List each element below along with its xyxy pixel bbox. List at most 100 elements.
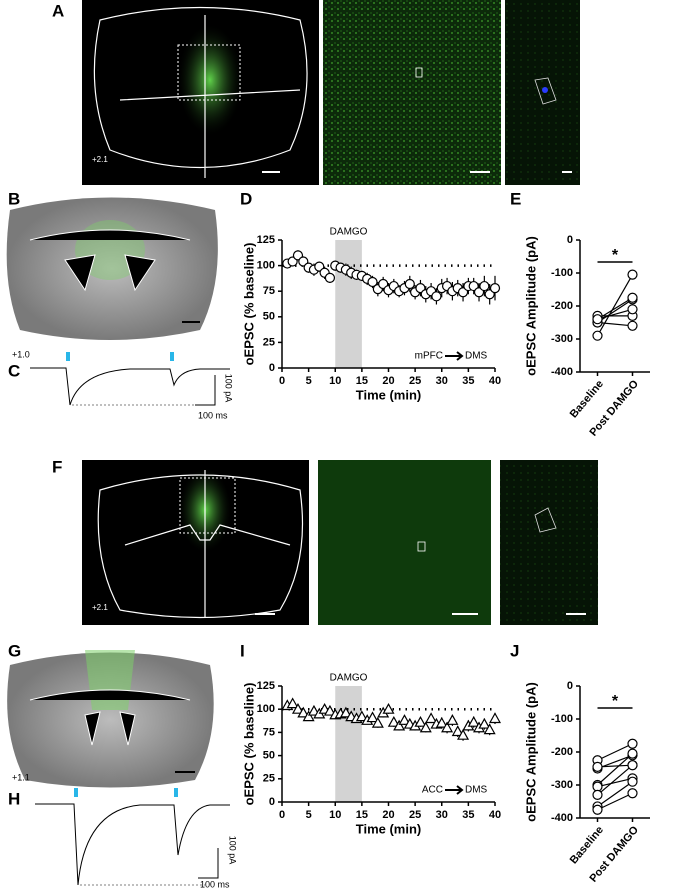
y-tick-label: 100 — [257, 703, 275, 715]
x-tick-label: 5 — [306, 809, 312, 821]
pair-line — [597, 308, 633, 320]
panel-label: B — [8, 189, 20, 208]
pair-line — [597, 764, 633, 796]
marker — [592, 789, 603, 801]
marker — [435, 716, 448, 728]
pathway-arrow — [445, 351, 464, 361]
light-pulse — [66, 352, 70, 361]
image-a3 — [505, 0, 580, 185]
x-tick-label: 15 — [356, 809, 368, 821]
x-axis-label: Time (min) — [356, 821, 422, 836]
marker — [387, 715, 400, 727]
x-tick-label: 35 — [462, 375, 474, 387]
atlas-outline — [93, 6, 308, 178]
marker — [592, 804, 603, 815]
marker — [367, 276, 378, 288]
x-tick-label: 25 — [409, 809, 421, 821]
atlas-outline — [29, 229, 191, 292]
x-tick-label: 35 — [462, 809, 474, 821]
y-tick-label: 0 — [567, 234, 573, 246]
marker — [339, 706, 352, 718]
y-tick-label: 0 — [269, 796, 275, 808]
atlas-outline — [97, 470, 304, 619]
pair-line — [597, 753, 633, 786]
x-tick-label: 30 — [436, 809, 448, 821]
y-tick-label: 100 — [257, 260, 275, 272]
atlas-outline — [29, 689, 191, 746]
x-tick-label: 10 — [329, 375, 341, 387]
pair-line — [597, 792, 633, 811]
y-tick-label: 25 — [263, 773, 275, 785]
pair-line — [597, 777, 633, 788]
marker — [478, 717, 491, 729]
marker — [419, 721, 432, 733]
marker — [371, 716, 384, 728]
scale-label: 100 ms — [198, 410, 228, 420]
y-tick-label: -300 — [551, 333, 573, 345]
y-tick-label: -100 — [551, 267, 573, 279]
y-axis-label: oEPSC (% baseline) — [241, 683, 256, 806]
bregma: +1.0 — [12, 349, 30, 359]
x-tick-label: 15 — [356, 375, 368, 387]
pair-line — [597, 321, 633, 327]
marker — [627, 738, 638, 749]
marker — [489, 283, 501, 294]
panel-label: J — [510, 641, 519, 660]
marker — [627, 320, 638, 331]
significance-label: * — [612, 247, 619, 264]
y-tick-label: -300 — [551, 779, 573, 791]
panel-label: D — [240, 189, 252, 208]
pair-line — [597, 298, 633, 324]
y-tick-label: -400 — [551, 812, 573, 824]
y-tick-label: 0 — [567, 680, 573, 692]
y-tick-label: 50 — [263, 311, 275, 323]
light-pulse — [170, 352, 174, 361]
marker — [488, 712, 502, 724]
marker — [451, 725, 464, 737]
scale-label: 100 pA — [228, 836, 238, 865]
marker — [592, 330, 603, 341]
marker — [382, 702, 395, 714]
marker — [627, 269, 638, 280]
pathway-target: DMS — [465, 785, 488, 796]
panel-label: F — [52, 457, 62, 476]
marker — [425, 712, 438, 724]
image-a2 — [323, 0, 501, 185]
marker — [398, 714, 411, 725]
panel-label: I — [240, 641, 245, 660]
y-axis-label: oEPSC Amplitude (pA) — [523, 236, 538, 376]
marker — [457, 728, 470, 740]
marker — [627, 788, 638, 799]
x-tick-label: 0 — [279, 809, 285, 821]
bregma: +2.1 — [92, 603, 108, 612]
y-tick-label: 125 — [257, 234, 275, 246]
marker — [627, 760, 638, 771]
marker — [286, 697, 299, 709]
shade — [335, 240, 362, 368]
y-tick-label: -200 — [551, 746, 573, 758]
pair-line — [597, 743, 633, 761]
inset-box — [177, 44, 241, 101]
y-tick-label: 25 — [263, 336, 275, 348]
cell-outline — [534, 507, 557, 533]
marker — [324, 272, 336, 283]
image-g — [7, 652, 214, 788]
x-tick-label: 25 — [409, 375, 421, 387]
x-tick-label: 5 — [306, 375, 312, 387]
bregma: +1.1 — [12, 772, 30, 782]
marker — [323, 704, 336, 716]
marker — [467, 715, 480, 727]
y-tick-label: -400 — [551, 366, 573, 378]
shade-label: DAMGO — [330, 227, 368, 238]
y-tick-label: 50 — [263, 750, 275, 762]
panel-label: E — [510, 189, 521, 208]
marker — [627, 748, 638, 759]
shade — [335, 686, 362, 802]
scale-label: 100 ms — [200, 879, 230, 889]
scale-label: 100 pA — [224, 374, 234, 403]
marker — [627, 304, 638, 315]
marker — [592, 761, 603, 772]
cell-outline — [534, 77, 557, 105]
pathway-source: mPFC — [415, 351, 443, 362]
